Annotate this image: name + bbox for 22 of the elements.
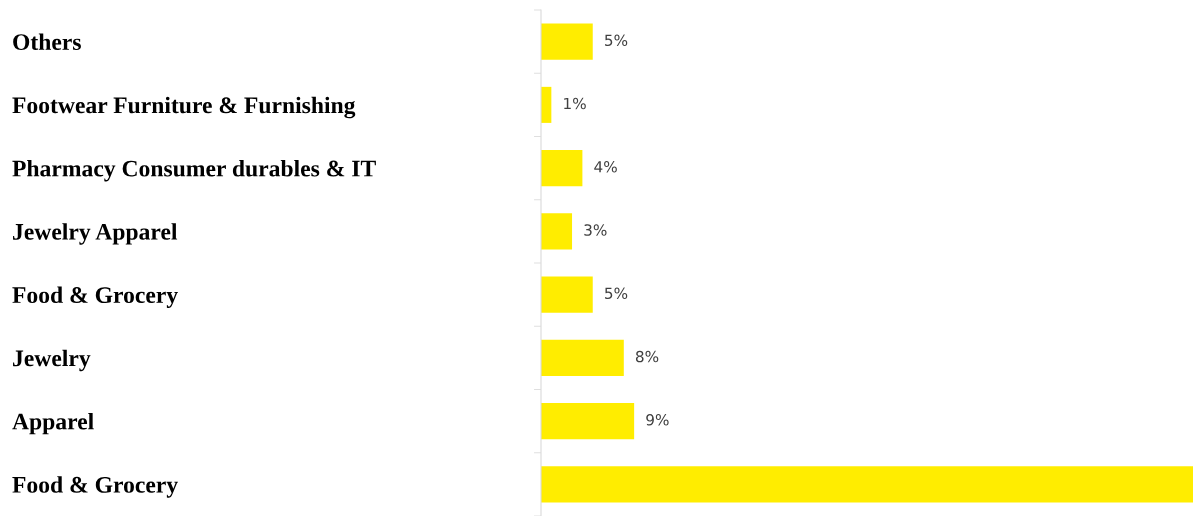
data-label: 1% xyxy=(564,97,586,110)
y-tick-label: Pharmacy Consumer durables & IT xyxy=(12,159,376,182)
data-label: 5% xyxy=(605,34,628,47)
data-label: 5% xyxy=(605,287,628,300)
y-tick-label: Food & Grocery xyxy=(12,476,178,498)
y-tick-label: Jewelry xyxy=(13,349,91,372)
y-tick-label: Jewelry Apparel xyxy=(13,223,178,245)
bar xyxy=(541,150,583,187)
bar xyxy=(541,23,593,60)
data-label: 3% xyxy=(584,224,607,236)
data-label: 4% xyxy=(594,161,617,173)
y-tick-label: Food & Grocery xyxy=(12,286,178,308)
y-tick-label: Apparel xyxy=(12,412,94,435)
bar xyxy=(541,276,593,313)
y-tick-label: Others xyxy=(13,33,81,51)
bar xyxy=(541,403,635,440)
data-label: 8% xyxy=(635,350,659,363)
bar xyxy=(541,466,1193,503)
bar xyxy=(541,339,624,376)
y-tick-label: Footwear Furniture & Furnishing xyxy=(12,96,356,119)
bar xyxy=(541,213,573,250)
data-label: 9% xyxy=(646,414,669,426)
